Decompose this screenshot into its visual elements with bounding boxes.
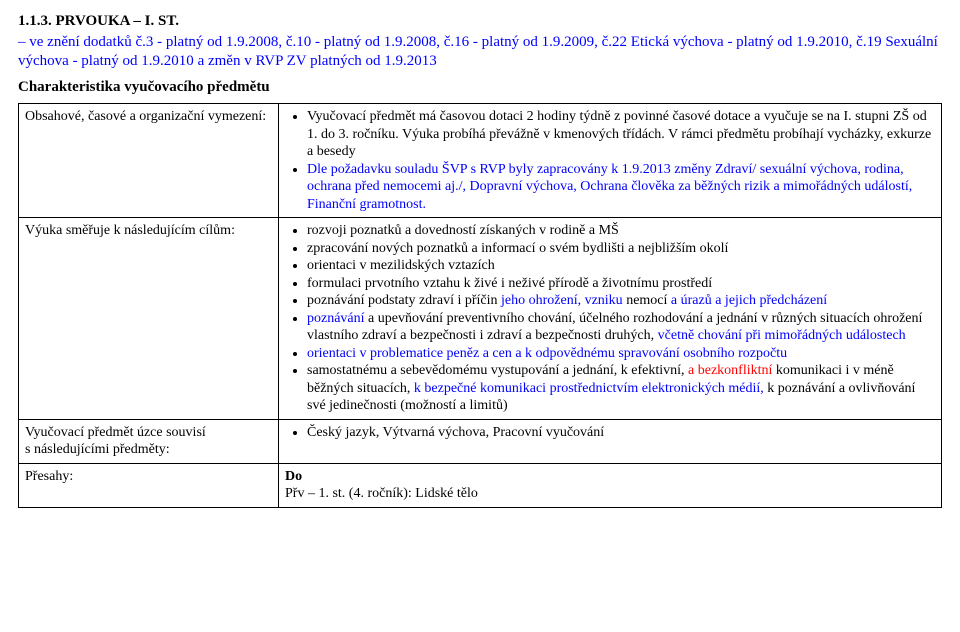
text-segment: poznávání podstaty zdraví i příčin	[307, 293, 501, 308]
text-segment: samostatnému a sebevědomému vystupování …	[307, 363, 685, 378]
amendments-line: – ve znění dodatků č.3 - platný od 1.9.2…	[18, 33, 942, 71]
plain-line: Přv – 1. st. (4. ročník): Lidské tělo	[285, 485, 935, 503]
text-segment: Do	[285, 469, 302, 484]
characteristics-title: Charakteristika vyučovacího předmětu	[18, 78, 942, 97]
text-segment: Dle požadavku souladu ŠVP s RVP byly zap…	[307, 162, 912, 212]
row-content: rozvoji poznatků a dovedností získaných …	[279, 218, 942, 420]
row-content: Vyučovací předmět má časovou dotaci 2 ho…	[279, 104, 942, 218]
list-item: poznávání podstaty zdraví i příčin jeho …	[307, 292, 935, 310]
table-row: Vyučovací předmět úzce souvisí s následu…	[19, 419, 942, 463]
text-segment: včetně chování při mimořádných událostec…	[658, 328, 906, 343]
table-row: Výuka směřuje k následujícím cílům: rozvo…	[19, 218, 942, 420]
text-segment: Vyučovací předmět má časovou dotaci 2 ho…	[307, 109, 931, 159]
text-segment: poznávání	[307, 311, 368, 326]
text-segment: a úrazů a jejich předcházení	[671, 293, 827, 308]
text-segment: zpracování nových poznatků a informací o…	[307, 241, 728, 256]
row-label: Výuka směřuje k následujícím cílům:	[19, 218, 279, 420]
table-row: Obsahové, časové a organizační vymezení:…	[19, 104, 942, 218]
text-segment: jeho ohrožení, vzniku	[501, 293, 626, 308]
bullet-list: Vyučovací předmět má časovou dotaci 2 ho…	[285, 108, 935, 213]
list-item: poznávání a upevňování preventivního cho…	[307, 310, 935, 345]
table-row: Přesahy: Do Přv – 1. st. (4. ročník): Lids…	[19, 463, 942, 507]
page-heading: 1.1.3. PRVOUKA – I. ST.	[18, 12, 942, 31]
amendments-prefix: – ve znění dodatků č.3 - platný od 1.9.2…	[18, 34, 938, 69]
row-label: Obsahové, časové a organizační vymezení:	[19, 104, 279, 218]
characteristics-table: Obsahové, časové a organizační vymezení:…	[18, 103, 942, 508]
text-segment: orientaci v problematice peněz a cen a k…	[307, 346, 787, 361]
list-item: zpracování nových poznatků a informací o…	[307, 240, 935, 258]
amendments-tail: a změn v RVP ZV platných od 1.9.2013	[194, 53, 437, 69]
text-segment: orientaci v mezilidských vztazích	[307, 258, 495, 273]
list-item: Dle požadavku souladu ŠVP s RVP byly zap…	[307, 161, 935, 214]
text-segment: Český jazyk, Výtvarná výchova, Pracovní …	[307, 425, 604, 440]
bullet-list: rozvoji poznatků a dovedností získaných …	[285, 222, 935, 415]
plain-line: Do	[285, 468, 935, 486]
text-segment: rozvoji poznatků a dovedností získaných …	[307, 223, 619, 238]
bullet-list: Český jazyk, Výtvarná výchova, Pracovní …	[285, 424, 935, 442]
list-item: orientaci v problematice peněz a cen a k…	[307, 345, 935, 363]
row-content: Český jazyk, Výtvarná výchova, Pracovní …	[279, 419, 942, 463]
list-item: Český jazyk, Výtvarná výchova, Pracovní …	[307, 424, 935, 442]
list-item: orientaci v mezilidských vztazích	[307, 257, 935, 275]
list-item: rozvoji poznatků a dovedností získaných …	[307, 222, 935, 240]
row-label: Vyučovací předmět úzce souvisí s následu…	[19, 419, 279, 463]
text-segment: formulaci prvotního vztahu k živé i neži…	[307, 276, 712, 291]
list-item: samostatnému a sebevědomému vystupování …	[307, 362, 935, 415]
text-segment: k bezpečné komunikaci prostřednictvím el…	[414, 381, 764, 396]
text-segment: Přv – 1. st. (4. ročník): Lidské tělo	[285, 486, 478, 501]
list-item: Vyučovací předmět má časovou dotaci 2 ho…	[307, 108, 935, 161]
text-segment: a bezkonfliktní	[685, 363, 773, 378]
row-label: Přesahy:	[19, 463, 279, 507]
list-item: formulaci prvotního vztahu k živé i neži…	[307, 275, 935, 293]
row-content: Do Přv – 1. st. (4. ročník): Lidské tělo	[279, 463, 942, 507]
text-segment: nemocí	[626, 293, 671, 308]
